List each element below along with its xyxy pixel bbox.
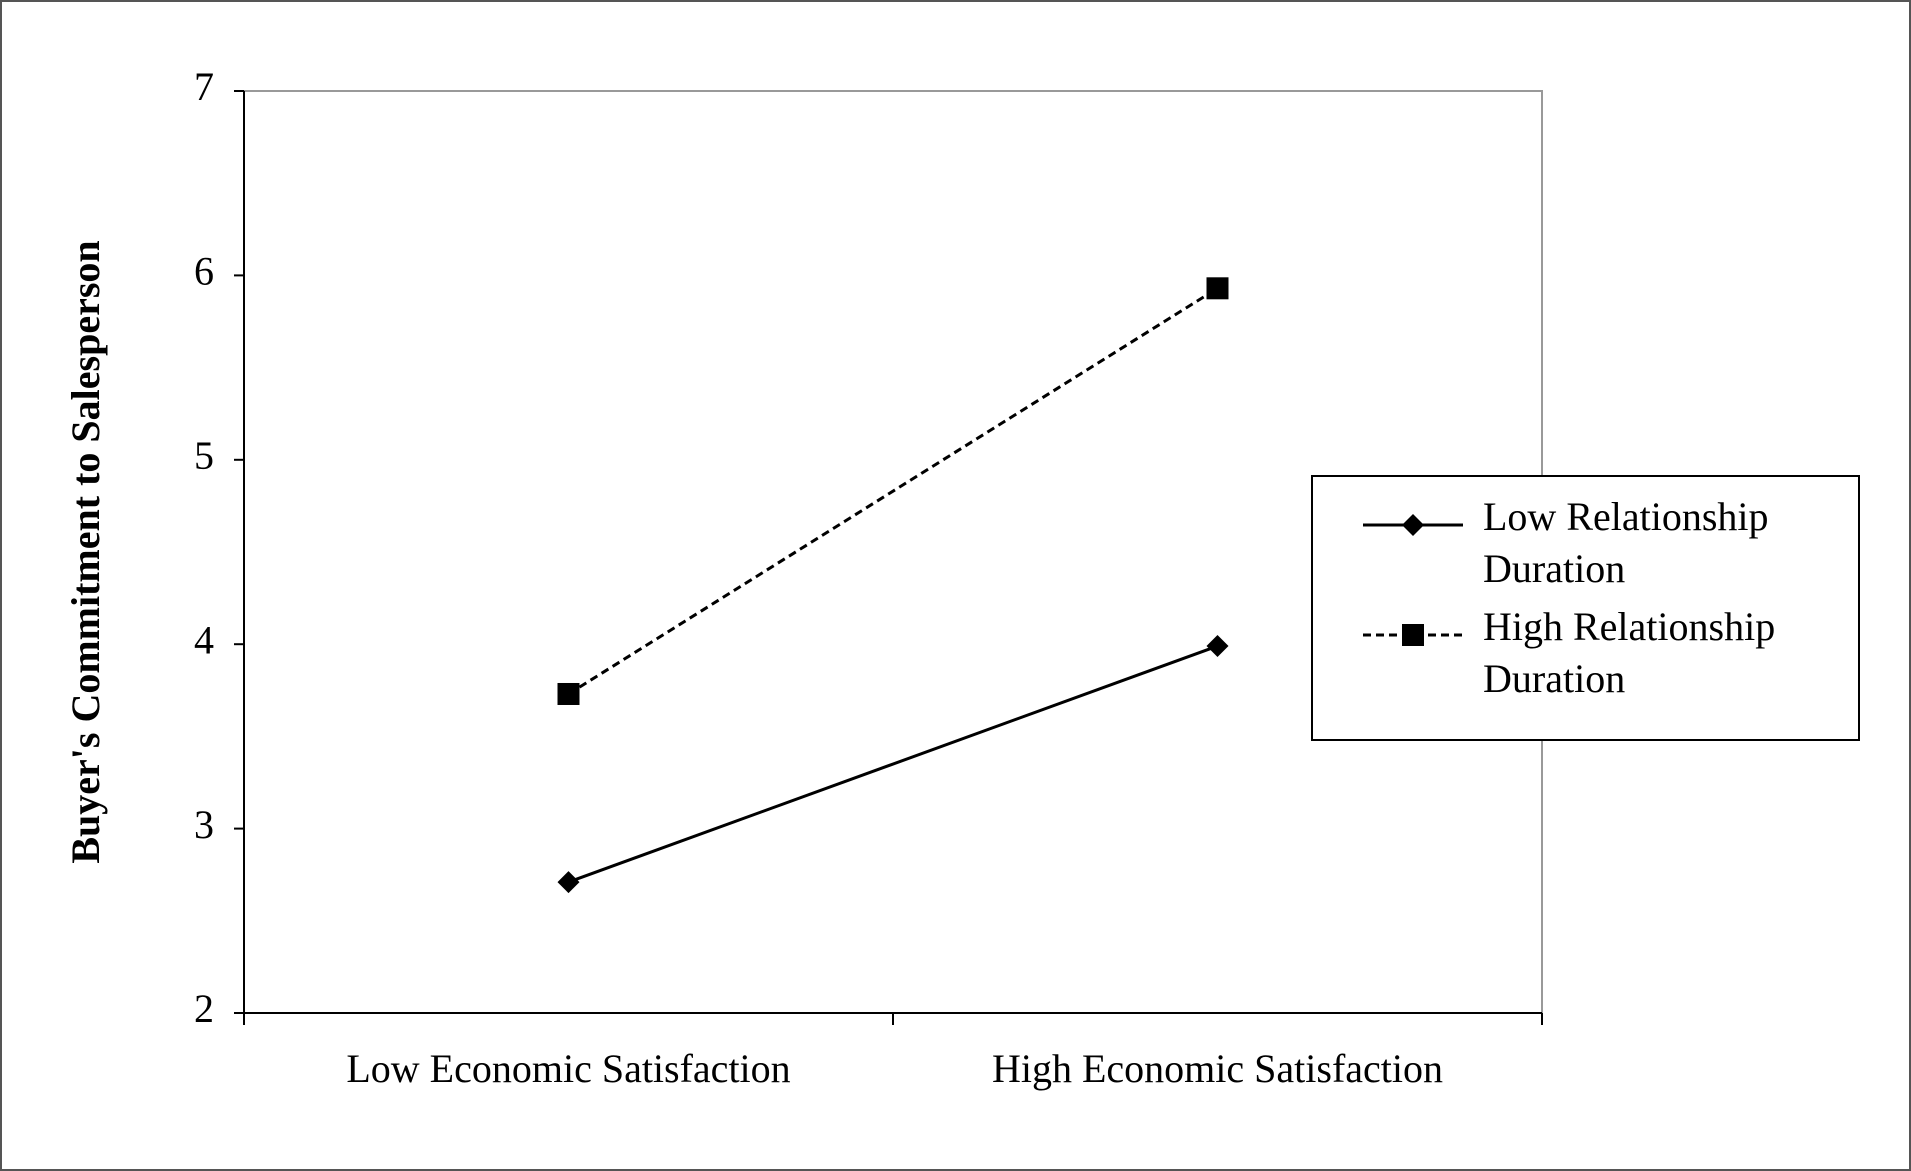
legend-swatch [1363,624,1463,646]
y-tick-label: 3 [194,802,214,847]
legend: Low Relationship Duration High Relationsh… [1311,475,1860,741]
legend-label: High Relationship Duration [1483,604,1776,701]
y-tick-label: 5 [194,433,214,478]
data-point [1206,277,1229,300]
legend-marker [1402,624,1424,646]
legend-marker [1402,514,1424,536]
y-axis-label: Buyer's Commitment to Salesperson [63,240,108,863]
series-line [567,287,1219,696]
x-tick-label: Low Economic Satisfaction [346,1046,790,1091]
data-point [557,871,580,894]
legend-label: Low Relationship Duration [1483,494,1769,591]
y-tick-label: 2 [194,986,214,1031]
legend-item: High Relationship Duration [1313,601,1862,711]
data-point [1206,635,1229,658]
legend-item: Low Relationship Duration [1313,491,1862,601]
series-line [567,644,1219,884]
y-tick-label: 6 [194,249,214,294]
y-tick-label: 7 [194,64,214,109]
data-point [557,682,580,705]
legend-swatch [1363,514,1463,536]
y-tick-label: 4 [194,617,214,662]
x-tick-label: High Economic Satisfaction [992,1046,1443,1091]
